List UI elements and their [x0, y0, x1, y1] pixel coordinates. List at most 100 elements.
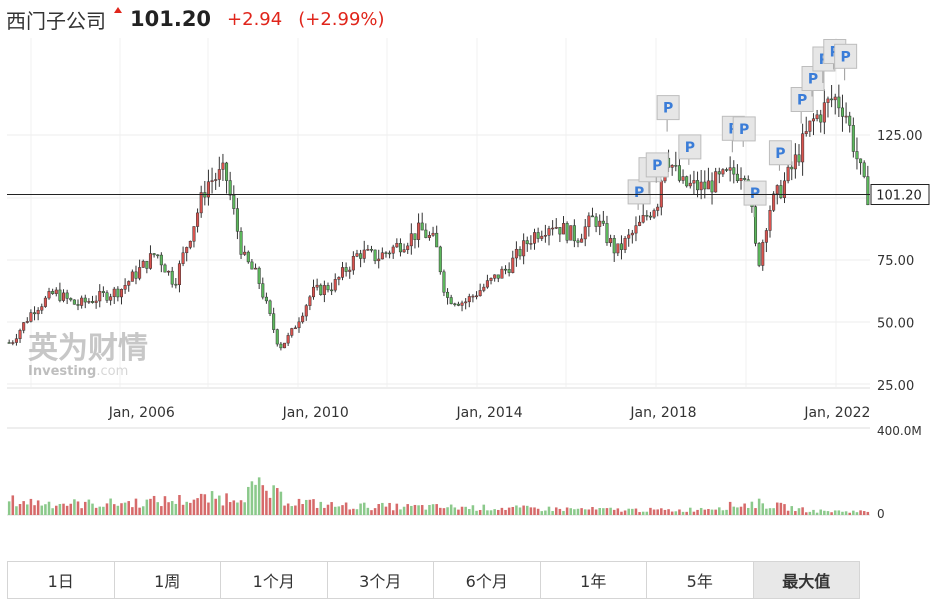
volume-bar [261, 485, 265, 515]
candle [431, 226, 435, 237]
volume-bar [218, 495, 221, 515]
volume-bar [94, 507, 98, 515]
candle [141, 259, 145, 268]
volume-bar [399, 509, 402, 515]
volume-bar [243, 502, 246, 515]
volume-bar [26, 504, 29, 515]
candle [344, 262, 348, 277]
volume-bar [149, 498, 152, 515]
candle [308, 295, 312, 311]
volume-bar [580, 508, 583, 515]
candle [145, 260, 149, 274]
candle [543, 224, 547, 243]
volume-bar [475, 510, 478, 515]
candle [677, 156, 681, 183]
price-chart[interactable]: 英为财情 Investing.com PPPPPPPPPPPPPP Jan, 2… [0, 0, 942, 560]
volume-bar [47, 501, 51, 515]
x-tick-label: Jan, 2006 [108, 405, 175, 421]
range-button-3[interactable]: 3个月 [327, 562, 434, 598]
candle [116, 286, 120, 302]
volume-bar [609, 507, 612, 515]
range-button-4[interactable]: 6个月 [434, 562, 541, 598]
volume-bar [507, 507, 511, 515]
candle [337, 276, 341, 286]
candle [710, 172, 714, 205]
volume-bar [181, 504, 185, 515]
candle [188, 240, 192, 250]
range-button-5[interactable]: 1年 [540, 562, 647, 598]
volume-bar [761, 503, 765, 515]
candlestick-series [7, 84, 870, 351]
volume-bar [333, 506, 337, 515]
volume-bar [486, 510, 489, 515]
candle [464, 298, 468, 310]
candle [855, 137, 859, 170]
volume-bar [569, 508, 573, 515]
candle [217, 156, 221, 187]
volume-bar [141, 506, 145, 515]
candle [656, 203, 660, 217]
candle [72, 299, 76, 305]
candle [467, 293, 471, 308]
volume-bar [138, 507, 141, 515]
candle [134, 265, 138, 285]
candle [196, 208, 200, 233]
candle [192, 226, 196, 248]
volume-bar [852, 510, 855, 515]
volume-bar [413, 504, 417, 515]
volume-bar [457, 509, 460, 515]
range-button-2[interactable]: 1个月 [221, 562, 328, 598]
volume-bar [272, 485, 275, 515]
volume-bar [420, 505, 424, 515]
candle [76, 299, 80, 311]
event-marker: P [678, 134, 702, 165]
range-button-0[interactable]: 1日 [8, 562, 115, 598]
volume-bar [573, 509, 576, 515]
volume-bar [156, 502, 159, 515]
volume-bar [522, 505, 525, 515]
candle [808, 120, 812, 137]
candle [648, 211, 652, 221]
volume-bar [185, 501, 188, 515]
volume-bar [290, 506, 294, 515]
candle [493, 274, 497, 282]
volume-bar [500, 507, 504, 515]
candle [43, 295, 47, 308]
candle [54, 287, 58, 297]
range-button-1[interactable]: 1周 [114, 562, 221, 598]
volume-bar [739, 506, 743, 515]
candle [504, 265, 508, 275]
volume-bar [431, 504, 435, 515]
x-tick-label: Jan, 2014 [456, 405, 523, 421]
volume-bar [105, 503, 109, 515]
volume-bar [163, 496, 167, 515]
candle [319, 283, 323, 296]
range-button-7[interactable]: 最大值 [753, 562, 859, 598]
candle [815, 109, 819, 122]
candle [297, 317, 301, 333]
candle [688, 174, 692, 189]
candle [199, 185, 203, 218]
volume-bar [721, 510, 725, 515]
candle [304, 303, 308, 321]
candle [101, 286, 105, 298]
candle [333, 273, 337, 293]
candle [489, 277, 493, 285]
candle [427, 231, 431, 241]
candle [257, 266, 261, 290]
candle [235, 198, 239, 240]
volume-bar [373, 508, 377, 515]
candle [721, 168, 725, 177]
range-button-6[interactable]: 5年 [647, 562, 754, 598]
volume-bar [207, 502, 210, 515]
volume-bar [587, 509, 591, 515]
candle [156, 254, 160, 259]
volume-bar [323, 507, 326, 515]
event-marker: P [645, 152, 669, 183]
candle [554, 218, 558, 230]
volume-bar [286, 503, 290, 515]
volume-bar [652, 509, 656, 515]
volume-bar [308, 499, 312, 515]
volume-bar [746, 507, 750, 515]
volume-bar [478, 510, 482, 515]
